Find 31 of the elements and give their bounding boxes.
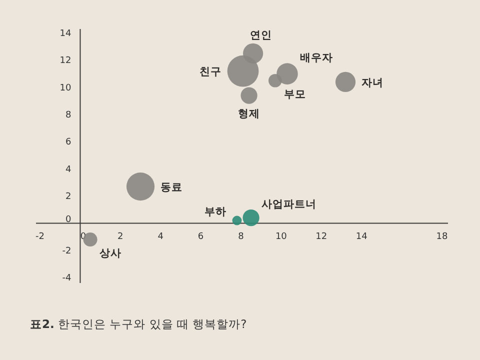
series-label: 친구 bbox=[199, 66, 222, 78]
series-label: 부하 bbox=[204, 206, 226, 218]
x-tick-label: 10 bbox=[275, 232, 288, 242]
x-tick-label: -2 bbox=[36, 232, 45, 242]
series-label: 형제 bbox=[238, 108, 260, 120]
y-tick-label: 6 bbox=[65, 138, 72, 148]
series-label: 연인 bbox=[250, 29, 272, 42]
x-tick-label: 6 bbox=[198, 232, 204, 242]
series-label: 배우자 bbox=[300, 52, 333, 64]
series-label: 상사 bbox=[99, 248, 122, 260]
x-tick-label: 2 bbox=[118, 232, 124, 242]
series-label: 동료 bbox=[160, 182, 183, 194]
x-tick-label: 4 bbox=[158, 232, 164, 242]
y-tick-label: 10 bbox=[60, 83, 72, 94]
y-tick-label: 2 bbox=[65, 192, 72, 202]
x-tick-label: 12 bbox=[316, 232, 328, 242]
x-tick-label: 0 bbox=[80, 232, 86, 242]
y-tick-label: 12 bbox=[60, 56, 72, 66]
series-label: 부모 bbox=[284, 88, 306, 100]
x-tick-label: 14 bbox=[356, 232, 368, 242]
series-label: 사업파트너 bbox=[261, 198, 316, 210]
x-tick-label: 18 bbox=[436, 232, 448, 242]
y-tick-label: 0 bbox=[65, 215, 72, 226]
y-tick-label: 4 bbox=[65, 164, 72, 175]
y-tick-label: -2 bbox=[62, 246, 72, 256]
x-tick-label: 8 bbox=[238, 232, 244, 242]
text: 표2. 한국인은 누구와 있을 때 행복할까? bbox=[30, 317, 247, 331]
y-tick-label: 8 bbox=[65, 110, 72, 121]
series-label: 자녀 bbox=[362, 76, 384, 89]
y-tick-label: -4 bbox=[62, 274, 72, 284]
y-tick-label: 14 bbox=[60, 29, 72, 40]
